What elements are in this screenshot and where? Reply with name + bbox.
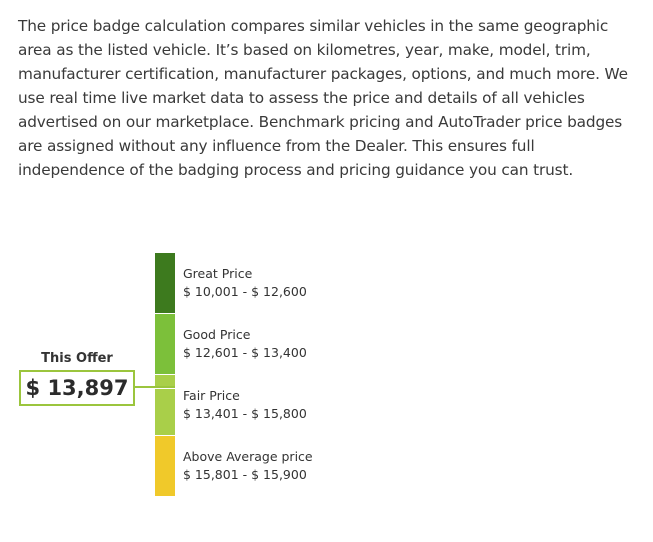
tier-fair-price: Fair Price $ 13,401 - $ 15,800 bbox=[183, 387, 307, 423]
tier-name: Good Price bbox=[183, 327, 251, 342]
great-price-bar-segment bbox=[155, 253, 175, 313]
tier-range: $ 12,601 - $ 13,400 bbox=[183, 345, 307, 360]
offer-connector-line bbox=[133, 386, 175, 388]
tier-good-price: Good Price $ 12,601 - $ 13,400 bbox=[183, 326, 307, 362]
tier-range: $ 13,401 - $ 15,800 bbox=[183, 406, 307, 421]
tier-name: Great Price bbox=[183, 266, 253, 281]
price-badge-description: The price badge calculation compares sim… bbox=[18, 17, 628, 179]
tier-name: Above Average price bbox=[183, 449, 313, 464]
offer-price-box: $ 13,897 bbox=[19, 370, 135, 406]
tier-great-price: Great Price $ 10,001 - $ 12,600 bbox=[183, 265, 307, 301]
tier-name: Fair Price bbox=[183, 388, 240, 403]
fair-price-bar-segment bbox=[155, 375, 175, 435]
tier-range: $ 15,801 - $ 15,900 bbox=[183, 467, 307, 482]
tier-range: $ 10,001 - $ 12,600 bbox=[183, 284, 307, 299]
this-offer-label: This Offer bbox=[41, 351, 113, 366]
offer-marker-line bbox=[155, 386, 175, 388]
tier-above-average-price: Above Average price $ 15,801 - $ 15,900 bbox=[183, 448, 313, 484]
good-price-bar-segment bbox=[155, 314, 175, 374]
above-average-price-bar-segment bbox=[155, 436, 175, 496]
